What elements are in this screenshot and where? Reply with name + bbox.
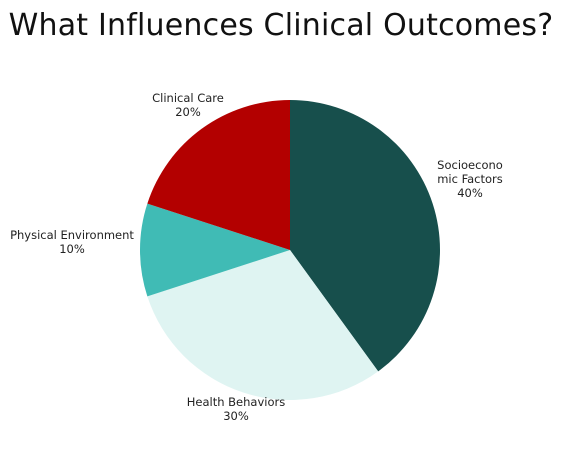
slice-label-socioeconomic-factors: Socioecono mic Factors 40%	[437, 158, 503, 200]
slice-label-physical-environment: Physical Environment 10%	[10, 228, 134, 256]
pie-slice-clinical-care	[147, 100, 290, 250]
pie-slice-health-behaviors	[147, 250, 379, 400]
slice-label-health-behaviors: Health Behaviors 30%	[187, 395, 285, 423]
chart-title: What Influences Clinical Outcomes?	[8, 8, 554, 43]
pie-slice-socioeconomic-factors	[290, 100, 440, 372]
pie-slice-physical-environment	[139, 203, 290, 297]
slice-label-clinical-care: Clinical Care 20%	[152, 91, 224, 119]
